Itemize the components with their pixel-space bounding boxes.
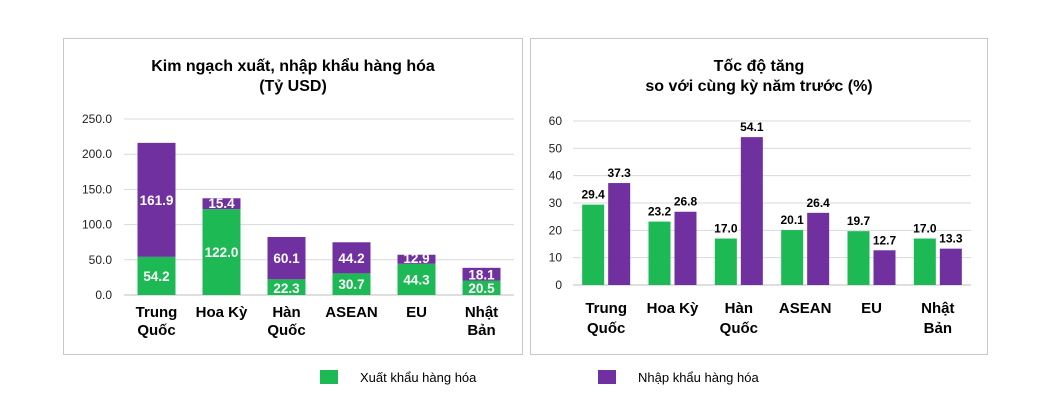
x-category-label: Nhật xyxy=(465,304,498,321)
x-category-label: Hoa Kỳ xyxy=(196,304,248,321)
bar-export xyxy=(781,230,804,285)
legend-item-import: Nhập khẩu hàng hóa xyxy=(598,368,759,386)
bar-import xyxy=(332,242,371,274)
x-category-label: ASEAN xyxy=(325,304,378,321)
bar-import xyxy=(462,267,501,281)
bar-import xyxy=(137,142,176,257)
bar-export xyxy=(137,256,176,295)
growth-rate-chart: 0 10 20 30 40 50 60 29.437.3 Trung Quốc 23.226.8 Ho… xyxy=(549,114,971,337)
chart-subtitle: (Tỷ USD) xyxy=(259,78,327,95)
x-category-label: Quốc xyxy=(137,322,175,339)
y-tick-label: 250.0 xyxy=(82,112,112,126)
trade-value-chart-panel: Kim ngạch xuất, nhập khẩu hàng hóa (Tỷ U… xyxy=(63,38,523,355)
y-tick-label: 100.0 xyxy=(82,218,112,232)
y-tick-label: 50.0 xyxy=(89,253,113,267)
bar-import xyxy=(873,250,896,285)
bar-export xyxy=(202,209,241,295)
bar-import xyxy=(807,212,830,285)
bar-import xyxy=(674,211,697,285)
x-category-label: Quốc xyxy=(267,322,305,339)
chart-title: Kim ngạch xuất, nhập khẩu hàng hóa xyxy=(151,58,435,75)
y-tick-label: 150.0 xyxy=(82,182,112,196)
bar-export xyxy=(397,263,436,295)
x-category-label: Hàn xyxy=(725,300,753,317)
legend-swatch-import xyxy=(598,370,616,384)
y-tick-label: 50 xyxy=(549,141,563,155)
y-tick-label: 0.0 xyxy=(95,288,112,302)
bar-export xyxy=(462,280,501,295)
bar-import xyxy=(939,248,962,285)
x-category-label: Hàn xyxy=(272,304,300,321)
data-label-export: 20.5 xyxy=(468,281,495,296)
y-tick-label: 200.0 xyxy=(82,147,112,161)
bar-import xyxy=(608,183,631,285)
data-label-import: 60.1 xyxy=(273,251,300,266)
bar-export xyxy=(267,279,306,295)
bar-export xyxy=(714,238,737,285)
chart-title: Tốc độ tăng xyxy=(713,58,805,75)
x-category-label: ASEAN xyxy=(779,300,832,317)
x-category-label: EU xyxy=(861,300,882,317)
bar-import xyxy=(202,198,241,210)
data-label-import: 44.2 xyxy=(338,251,364,266)
x-category-label: Quốc xyxy=(720,320,758,337)
bar-export xyxy=(913,238,936,285)
legend-label-import: Nhập khẩu hàng hóa xyxy=(638,369,759,385)
legend-label-export: Xuất khẩu hàng hóa xyxy=(360,369,477,385)
data-label-export: 122.0 xyxy=(205,245,239,260)
chart-subtitle: so với cùng kỳ năm trước (%) xyxy=(645,78,873,95)
data-label-export: 17.0 xyxy=(714,222,738,236)
y-tick-label: 0 xyxy=(555,278,562,292)
data-label-import: 12.9 xyxy=(403,251,429,266)
bar-export xyxy=(847,231,870,285)
x-category-label: EU xyxy=(406,304,427,321)
data-label-export: 20.1 xyxy=(780,213,804,227)
data-label-export: 17.0 xyxy=(913,222,937,236)
y-tick-label: 10 xyxy=(549,251,563,265)
bar-import xyxy=(267,236,306,280)
x-category-label: Nhật xyxy=(921,300,954,317)
data-label-import: 37.3 xyxy=(607,166,631,180)
data-label-export: 19.7 xyxy=(847,214,871,228)
bar-import xyxy=(740,137,763,285)
y-tick-label: 30 xyxy=(549,196,563,210)
data-label-export: 29.4 xyxy=(581,188,605,202)
legend-swatch-export xyxy=(320,370,338,384)
data-label-export: 54.2 xyxy=(143,269,169,284)
y-tick-label: 60 xyxy=(549,114,563,128)
x-category-label: Trung xyxy=(136,304,178,321)
legend-item-export: Xuất khẩu hàng hóa xyxy=(320,368,476,386)
data-label-export: 22.3 xyxy=(273,281,300,296)
y-tick-label: 40 xyxy=(549,169,563,183)
data-label-export: 23.2 xyxy=(648,205,672,219)
data-label-import: 12.7 xyxy=(873,233,897,247)
data-label-import: 15.4 xyxy=(208,196,235,211)
trade-value-chart: 0.0 50.0 100.0 150.0 200.0 250.0 54.2 161.9 Trun… xyxy=(82,112,514,339)
x-category-label: Hoa Kỳ xyxy=(647,300,699,317)
data-label-import: 26.4 xyxy=(806,196,830,210)
data-label-import: 54.1 xyxy=(740,120,764,134)
data-label-import: 26.8 xyxy=(674,195,698,209)
growth-rate-chart-panel: Tốc độ tăng so với cùng kỳ năm trước (%)… xyxy=(530,38,988,355)
data-label-export: 44.3 xyxy=(403,272,430,287)
x-category-label: Bản xyxy=(467,322,495,339)
x-category-label: Trung xyxy=(585,300,627,317)
bar-export xyxy=(582,204,605,285)
x-category-label: Bản xyxy=(924,320,952,337)
y-tick-label: 20 xyxy=(549,223,563,237)
bar-import xyxy=(397,254,436,264)
data-label-import: 13.3 xyxy=(939,232,963,246)
x-category-label: Quốc xyxy=(587,320,625,337)
data-label-import: 18.1 xyxy=(468,268,495,283)
bar-export xyxy=(648,221,671,285)
data-label-export: 30.7 xyxy=(338,277,364,292)
data-label-import: 161.9 xyxy=(140,193,174,208)
bar-export xyxy=(332,273,371,295)
